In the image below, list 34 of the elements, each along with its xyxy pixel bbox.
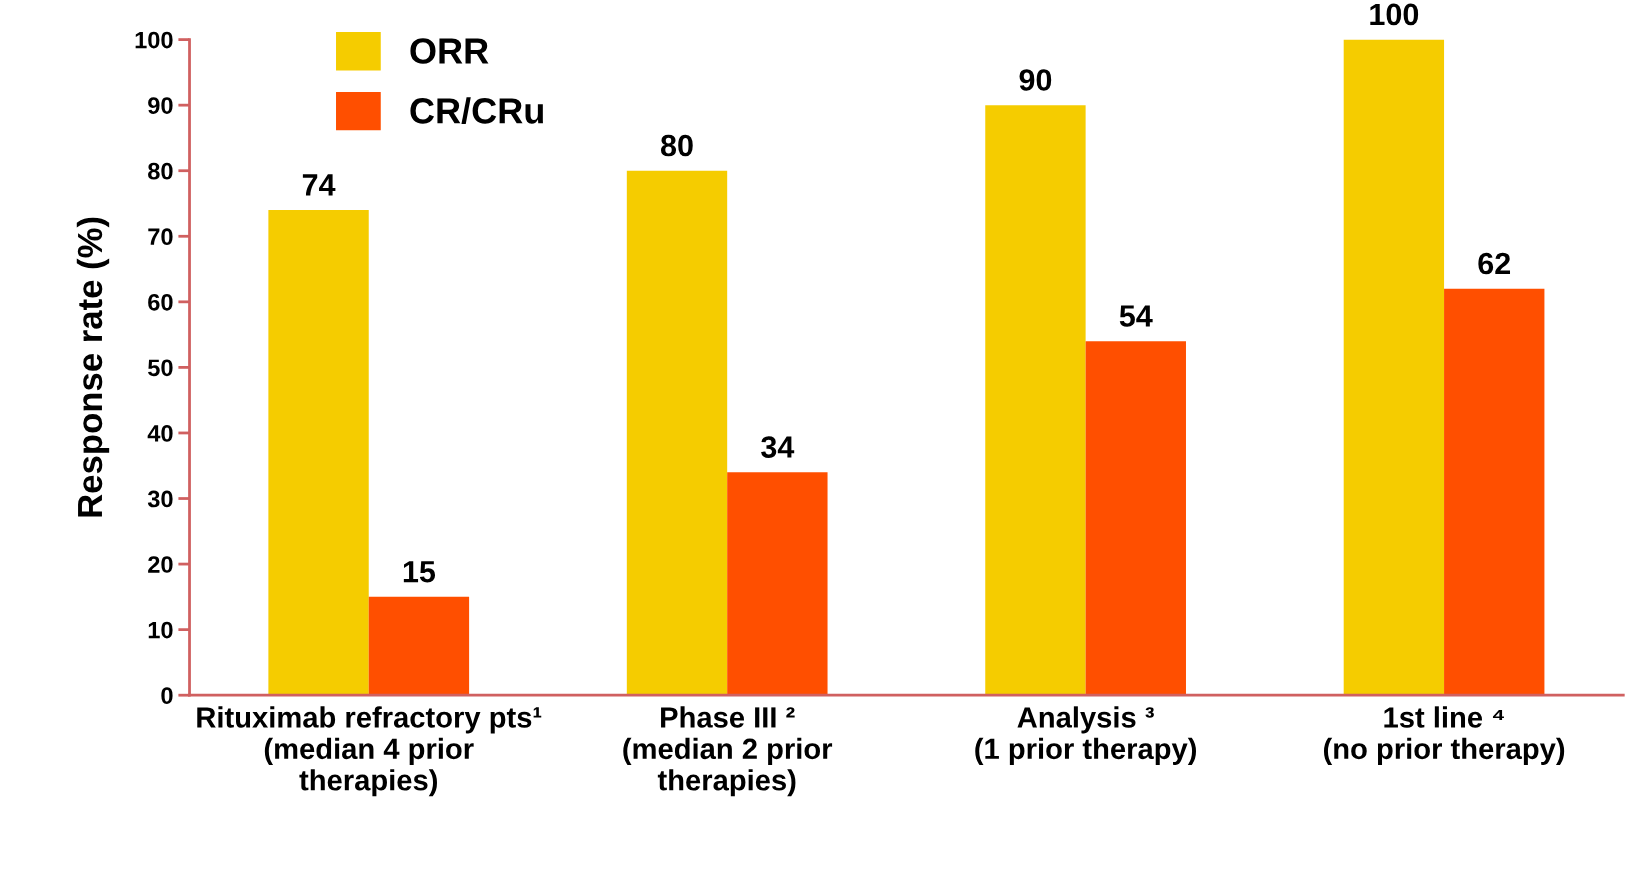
y-tick-label: 20: [148, 556, 173, 573]
bar: [368, 596, 470, 696]
y-tick-label: 40: [147, 425, 173, 442]
y-tick-label: 30: [147, 490, 173, 508]
bar: [268, 210, 369, 696]
data-label: 80: [660, 134, 693, 157]
data-label: 90: [1019, 69, 1052, 91]
y-tick-label: 0: [161, 687, 173, 704]
data-label: 74: [302, 174, 336, 196]
y-tick-label: 60: [148, 293, 173, 311]
y-tick-label: 10: [148, 621, 173, 639]
bar: [985, 105, 1086, 696]
data-label: 54: [1119, 305, 1153, 327]
legend-label: ORR: [410, 38, 489, 64]
bar: [1085, 341, 1186, 696]
legend-label: CR/CRu: [410, 97, 543, 125]
data-label: 62: [1478, 252, 1511, 275]
data-label: 15: [403, 561, 436, 583]
y-tick-label: 90: [148, 97, 173, 114]
data-label: 34: [761, 436, 795, 458]
y-tick-label: 80: [148, 162, 173, 180]
x-tick-label: 1st line ⁴ (no prior therapy): [1323, 706, 1565, 765]
x-tick-label: Rituximab refractory pts¹ (median 4 prior therapies): [197, 706, 542, 797]
y-tick-label: 70: [148, 228, 173, 246]
bar: [1343, 39, 1445, 696]
bar: [727, 472, 828, 696]
y-axis-title: Response rate (%): [76, 217, 110, 517]
y-tick-label: 100: [135, 31, 173, 49]
bar: [1444, 288, 1545, 696]
y-tick-label: 50: [148, 359, 173, 377]
x-tick-label: Phase III ² (median 2 prior therapies): [623, 706, 833, 797]
bar: [626, 170, 728, 696]
data-label: 100: [1370, 3, 1419, 26]
x-tick-label: Analysis ³ (1 prior therapy): [975, 706, 1196, 765]
